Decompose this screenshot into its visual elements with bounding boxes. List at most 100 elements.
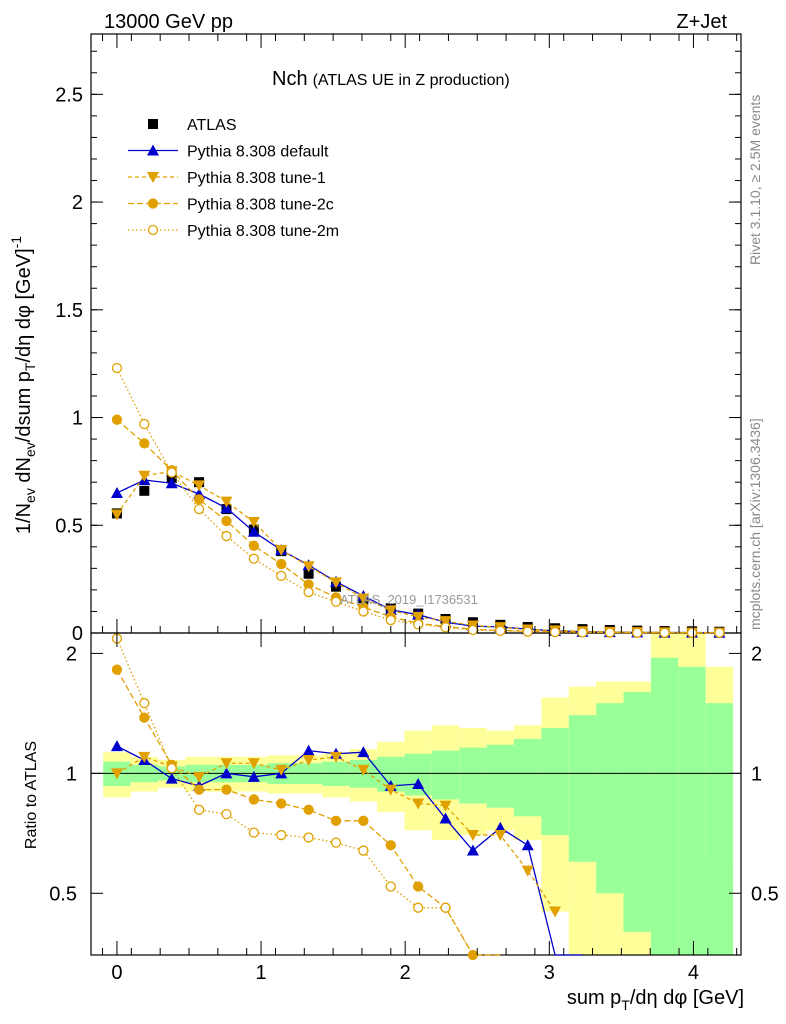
legend-marker <box>147 144 159 156</box>
data-point <box>494 830 507 842</box>
data-point <box>139 485 150 496</box>
data-point <box>110 740 123 752</box>
legend-marker <box>147 224 159 236</box>
data-point <box>521 839 534 851</box>
main-y-tick-label: 0.5 <box>55 515 83 537</box>
data-point <box>495 625 506 636</box>
data-point <box>385 881 396 892</box>
data-point <box>303 568 314 579</box>
legend: ATLAS Pythia 8.308 default Pythia 8.308 tu… <box>128 117 339 240</box>
band-inner <box>431 750 460 800</box>
data-point <box>276 798 287 809</box>
ratio-y-tick-label: 0.5 <box>49 883 77 905</box>
data-point <box>439 800 452 812</box>
data-point <box>358 815 369 826</box>
data-point <box>247 525 260 537</box>
ratio-y-axis-label: Ratio to ATLAS <box>23 741 40 849</box>
data-point <box>303 586 314 598</box>
data-point <box>303 832 314 843</box>
data-point <box>357 764 370 776</box>
main-y-tick-label: 2.5 <box>55 84 83 106</box>
data-point <box>165 477 178 489</box>
data-point <box>303 804 314 815</box>
x-tick-label: 3 <box>544 962 555 984</box>
x-tick-label: 1 <box>256 962 267 984</box>
legend-marker <box>148 119 158 129</box>
data-point <box>276 829 287 841</box>
data-point <box>138 470 151 482</box>
data-point <box>276 570 287 582</box>
band-inner <box>514 738 542 817</box>
plot-title-sub: (ATLAS UE in Z production) <box>313 72 510 89</box>
band-inner <box>623 691 651 932</box>
data-point <box>275 545 288 557</box>
series-line <box>116 638 501 956</box>
data-point <box>413 902 424 913</box>
data-point <box>248 827 260 838</box>
data-point <box>302 755 315 767</box>
data-point <box>385 840 396 851</box>
data-point <box>358 845 369 856</box>
data-point <box>521 865 534 877</box>
data-point <box>166 763 177 774</box>
data-point <box>439 812 452 824</box>
data-point <box>221 530 232 542</box>
data-point <box>139 698 150 709</box>
data-point <box>193 784 205 795</box>
band-inner <box>650 657 679 955</box>
data-point <box>220 496 233 508</box>
data-point <box>248 540 260 551</box>
data-point <box>302 744 315 756</box>
x-axis-label: sum pT/dη dφ [GeV] <box>567 987 744 1013</box>
data-point <box>247 517 260 529</box>
data-point <box>522 626 533 637</box>
legend-label: Pythia 8.308 tune-2m <box>187 223 339 240</box>
mcplots-label: mcplots.cern.ch [arXiv:1306.3436] <box>747 418 763 630</box>
data-point <box>412 778 425 790</box>
x-tick-label: 0 <box>111 962 122 984</box>
data-point <box>111 664 123 675</box>
legend-marker <box>147 172 159 183</box>
plot-title: Nch (ATLAS UE in Z production) <box>272 68 510 90</box>
data-point <box>221 784 232 795</box>
ratio-panel-series <box>110 633 583 961</box>
data-point <box>632 627 643 638</box>
data-point <box>467 624 479 636</box>
data-point <box>330 596 342 607</box>
data-point <box>440 902 451 913</box>
main-y-tick-label: 1 <box>72 408 83 430</box>
legend-label: Pythia 8.308 tune-2c <box>187 197 334 214</box>
data-point <box>384 605 397 617</box>
data-point <box>248 794 260 805</box>
series-line <box>116 669 501 956</box>
data-point <box>357 746 370 758</box>
main-y-tick-label: 1.5 <box>55 300 83 322</box>
data-point <box>166 467 177 478</box>
band-inner <box>678 666 706 955</box>
data-point <box>139 712 150 723</box>
band-inner <box>705 703 734 955</box>
band-inner <box>404 753 432 796</box>
main-y-tick-label: 2 <box>72 192 83 214</box>
band-inner <box>486 744 515 808</box>
data-point <box>384 784 397 796</box>
legend-label: Pythia 8.308 tune-1 <box>187 170 326 187</box>
data-point <box>221 515 232 527</box>
plot-title-main: Nch <box>272 68 308 90</box>
band-inner <box>568 715 597 862</box>
data-point <box>193 503 205 515</box>
data-point <box>275 764 288 776</box>
main-y-axis-label: 1/Nev dNev/dsum pT/dη dφ [GeV]-1 <box>8 236 38 534</box>
data-point <box>577 627 588 638</box>
data-point <box>412 798 425 810</box>
data-point <box>302 561 315 573</box>
data-point <box>111 414 123 425</box>
series-line <box>116 470 720 634</box>
data-point <box>220 758 233 770</box>
data-point <box>139 438 150 449</box>
ratio-y-tick-label-right: 2 <box>751 643 762 665</box>
header-right: Z+Jet <box>676 11 727 33</box>
rivet-label: Rivet 3.1.10, ≥ 2.5M events <box>747 95 763 265</box>
data-point <box>686 627 698 638</box>
band-inner <box>596 703 624 894</box>
